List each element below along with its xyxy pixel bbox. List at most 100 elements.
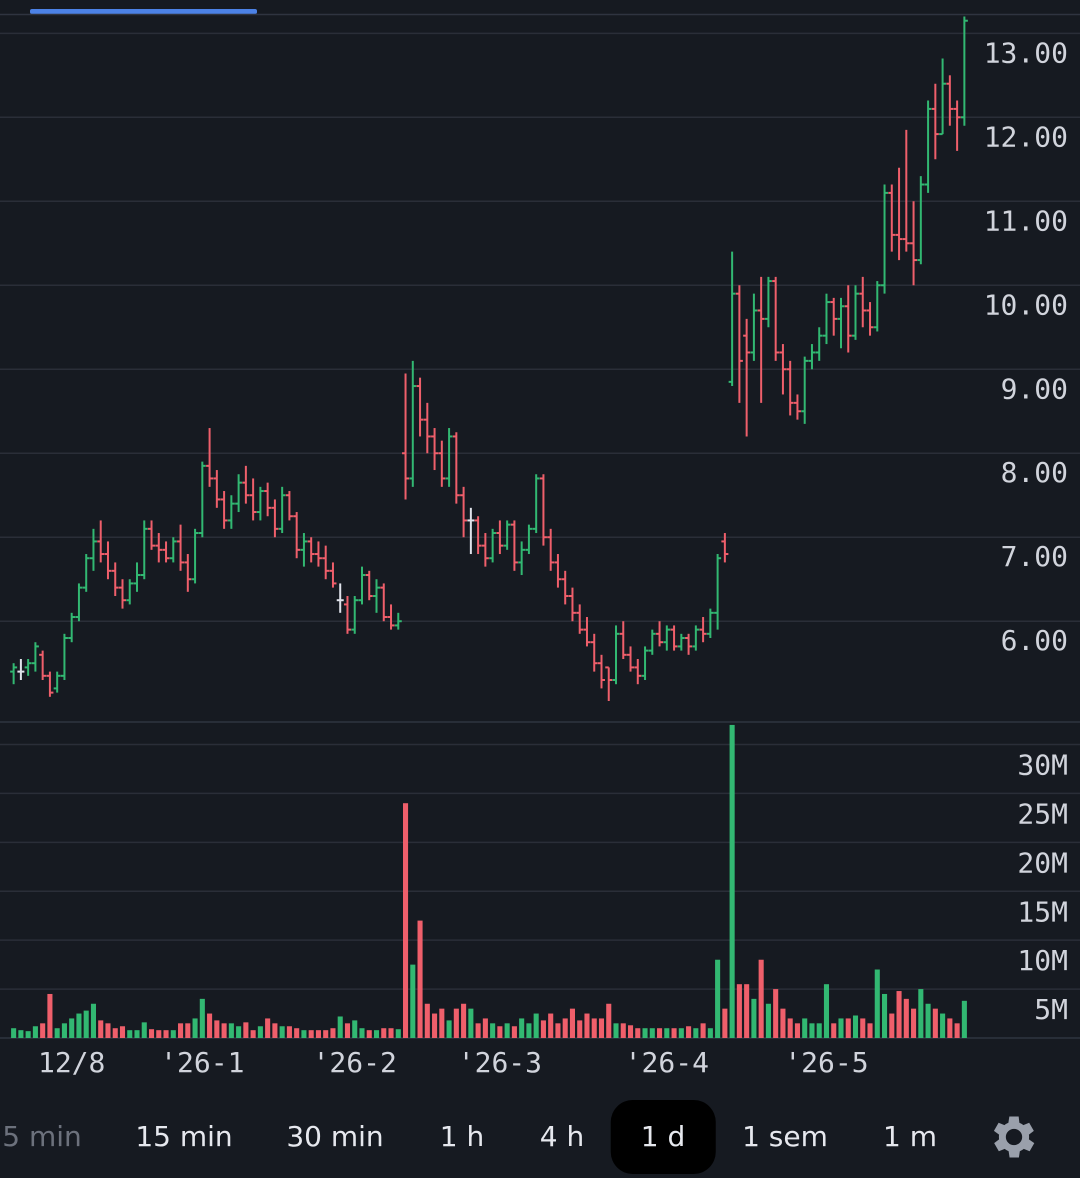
volume-bar — [170, 1030, 176, 1038]
volume-bar — [773, 989, 779, 1038]
volume-bar — [359, 1028, 365, 1038]
volume-bar — [823, 984, 830, 1038]
volume-bar — [192, 1018, 198, 1038]
volume-bar — [388, 1028, 394, 1038]
timeframe-tab[interactable]: 1 d — [610, 1100, 716, 1174]
volume-bar — [860, 1018, 866, 1038]
volume-bar — [940, 1013, 946, 1038]
volume-bar — [61, 1023, 67, 1038]
volume-bar — [424, 1003, 430, 1038]
volume-bar — [112, 1028, 118, 1038]
volume-bar — [562, 1018, 568, 1038]
volume-bar — [54, 1028, 60, 1038]
y2-tick-label: 5M — [1034, 993, 1068, 1026]
volume-bar — [533, 1013, 539, 1038]
volume-bar — [257, 1026, 263, 1038]
volume-bar — [613, 1023, 619, 1038]
volume-bar — [83, 1010, 89, 1038]
timeframe-tab[interactable]: 5 min — [2, 1120, 82, 1153]
volume-bar — [373, 1030, 380, 1038]
volume-bar — [497, 1026, 503, 1038]
volume-bar — [163, 1030, 169, 1038]
volume-bar — [490, 1023, 496, 1038]
volume-bar — [751, 998, 757, 1038]
volume-bar — [889, 1013, 895, 1038]
volume-bar — [475, 1023, 481, 1038]
timeframe-tab[interactable]: 1 h — [439, 1120, 485, 1153]
volume-bar — [410, 964, 416, 1038]
y2-tick-label: 10M — [1017, 944, 1068, 977]
volume-bar — [548, 1013, 554, 1038]
volume-bar — [671, 1028, 677, 1038]
y2-tick-label: 20M — [1017, 846, 1068, 879]
volume-bar — [606, 1003, 612, 1038]
volume-bar — [461, 1003, 467, 1038]
volume-bar — [577, 1020, 583, 1038]
volume-bar — [881, 993, 888, 1038]
volume-bar — [395, 1029, 401, 1038]
volume-bar — [47, 993, 53, 1038]
volume-bar — [228, 1023, 234, 1038]
volume-bar — [439, 1008, 445, 1038]
timeframe-tab[interactable]: 1 sem — [742, 1120, 828, 1153]
volume-bar — [98, 1020, 104, 1038]
volume-bar — [526, 1023, 532, 1038]
marks — [10, 16, 968, 1038]
y-tick-label: 10.00 — [984, 288, 1068, 321]
timeframe-tab[interactable]: 1 m — [883, 1120, 937, 1153]
y-tick-label: 13.00 — [984, 36, 1068, 69]
volume-bar — [664, 1028, 670, 1038]
volume-bar — [294, 1028, 300, 1038]
volume-bar — [700, 1023, 706, 1038]
volume-bar — [265, 1018, 271, 1038]
volume-bar — [729, 724, 735, 1038]
y2-tick-label: 25M — [1017, 797, 1068, 830]
y-tick-label: 12.00 — [984, 120, 1068, 153]
volume-bar — [127, 1030, 133, 1038]
volume-bar — [279, 1026, 285, 1038]
volume-bar — [366, 1030, 372, 1038]
volume-bar — [765, 1003, 771, 1038]
volume-bar — [199, 998, 205, 1038]
volume-bar — [156, 1030, 162, 1038]
volume-bar — [744, 984, 750, 1038]
volume-bar — [954, 1023, 960, 1038]
volume-bar — [598, 1018, 605, 1038]
volume-bar — [402, 803, 409, 1038]
x-tick-label: 12/8 — [38, 1046, 105, 1079]
volume-bar — [686, 1026, 692, 1038]
volume-bar — [961, 1000, 967, 1038]
volume-bar — [221, 1023, 227, 1038]
y2-tick-label: 30M — [1017, 749, 1068, 782]
labels: 6.00 7.00 8.00 9.00 10.00 11.00 12.00 13.00 5M 10… — [38, 36, 1068, 1079]
volume-bar — [432, 1013, 438, 1038]
tab-indicator — [30, 9, 257, 14]
volume-bar — [337, 1016, 343, 1038]
volume-bar — [787, 1018, 793, 1038]
volume-bar — [642, 1028, 648, 1038]
volume-bar — [207, 1013, 213, 1038]
settings-icon[interactable] — [986, 1109, 1042, 1165]
volume-bar — [584, 1013, 590, 1038]
volume-bar — [381, 1028, 387, 1038]
volume-bar — [635, 1028, 641, 1038]
volume-bar — [69, 1018, 75, 1038]
volume-bar — [468, 1008, 474, 1038]
volume-bar — [148, 1029, 155, 1038]
volume-bar — [809, 1023, 815, 1038]
volume-bar — [649, 1028, 655, 1038]
timeframe-tab[interactable]: 30 min — [286, 1120, 384, 1153]
volume-bar — [911, 1008, 917, 1038]
volume-bar — [831, 1023, 837, 1038]
x-tick-label: '26-4 — [625, 1046, 709, 1079]
timeframe-tab[interactable]: 4 h — [539, 1120, 585, 1153]
volume-bar — [119, 1026, 126, 1038]
volume-bar — [736, 984, 742, 1038]
x-tick-label: '26-2 — [313, 1046, 397, 1079]
volume-bar — [185, 1023, 191, 1038]
grid — [0, 32, 1080, 990]
x-tick-label: '26-5 — [784, 1046, 868, 1079]
timeframe-tab[interactable]: 15 min — [135, 1120, 233, 1153]
y-tick-label: 8.00 — [1001, 456, 1068, 489]
